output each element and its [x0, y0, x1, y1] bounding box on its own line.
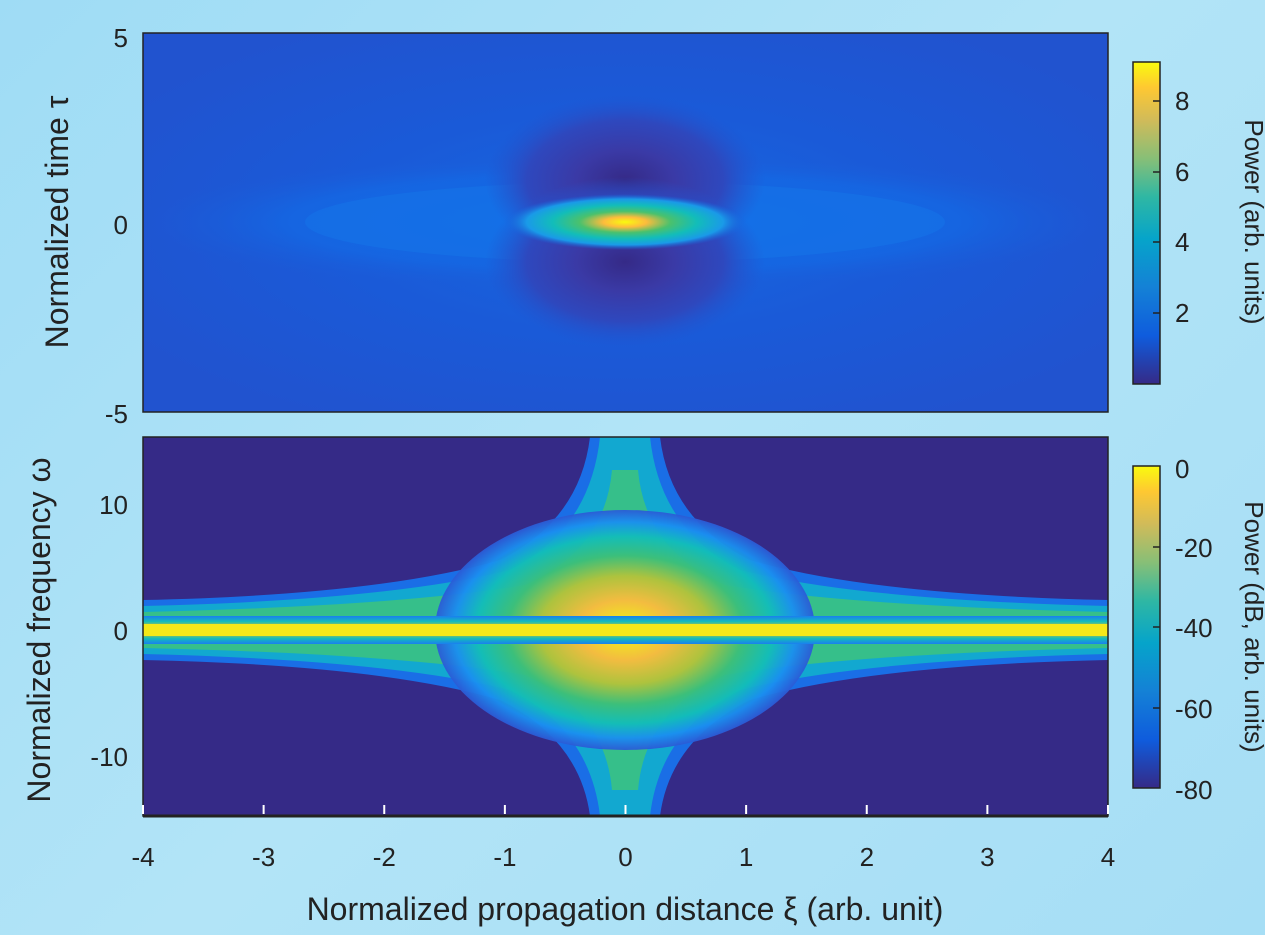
- bottom-colorbar-label: Power (dB, arb. units): [1239, 501, 1265, 752]
- xtick-3: 3: [980, 842, 994, 872]
- bottom-ytick-0: 0: [114, 616, 128, 646]
- x-tick-marks: [142, 805, 1109, 814]
- bottom-cbtick-minus40: -40: [1175, 613, 1213, 643]
- bottom-cbtick-minus20: -20: [1175, 533, 1213, 563]
- xtick-minus1: -1: [493, 842, 516, 872]
- bottom-cbtick-minus60: -60: [1175, 694, 1213, 724]
- xtick-0: 0: [618, 842, 632, 872]
- bottom-y-axis-label: Normalized frequency ω: [21, 457, 57, 802]
- top-plot-frame: [142, 32, 1109, 413]
- bottom-cbtick-minus80: -80: [1175, 775, 1213, 805]
- bottom-heatmap: [143, 437, 1108, 816]
- top-heatmap: [143, 33, 1108, 412]
- bottom-ytick-10: 10: [99, 490, 128, 520]
- bottom-ytick-minus10: -10: [90, 742, 128, 772]
- top-colorbar: [1132, 61, 1161, 385]
- top-cbtick-2: 2: [1175, 298, 1189, 328]
- xtick-1: 1: [739, 842, 753, 872]
- top-cbtick-4: 4: [1175, 227, 1189, 257]
- xtick-minus3: -3: [252, 842, 275, 872]
- top-colorbar-label: Power (arb. units): [1239, 119, 1265, 324]
- xtick-minus2: -2: [373, 842, 396, 872]
- x-axis-label: Normalized propagation distance ξ (arb. …: [307, 891, 944, 927]
- xtick-minus4: -4: [131, 842, 154, 872]
- top-cbtick-6: 6: [1175, 157, 1189, 187]
- top-ytick-minus5: -5: [105, 399, 128, 429]
- top-ytick-5: 5: [114, 23, 128, 53]
- top-ytick-0: 0: [114, 210, 128, 240]
- top-cbtick-8: 8: [1175, 86, 1189, 116]
- x-tick-labels: -4 -3 -2 -1 0 1 2 3 4: [131, 842, 1115, 872]
- top-y-axis-label: Normalized time τ: [39, 95, 75, 348]
- bottom-colorbar-ticks: [1153, 546, 1160, 709]
- xtick-4: 4: [1101, 842, 1115, 872]
- top-colorbar-ticks: [1153, 100, 1160, 314]
- bottom-cbtick-0: 0: [1175, 454, 1189, 484]
- xtick-2: 2: [860, 842, 874, 872]
